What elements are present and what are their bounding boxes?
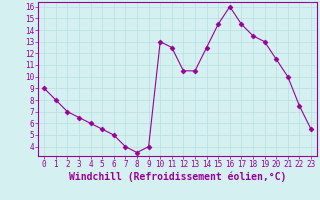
X-axis label: Windchill (Refroidissement éolien,°C): Windchill (Refroidissement éolien,°C)	[69, 172, 286, 182]
